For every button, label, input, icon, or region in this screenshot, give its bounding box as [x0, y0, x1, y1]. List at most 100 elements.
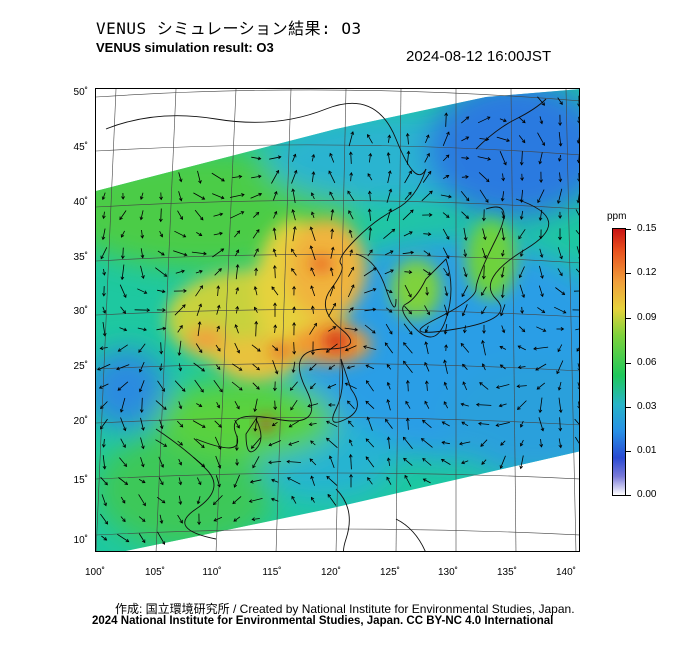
wind-vector [540, 439, 542, 447]
wind-vector-head [461, 460, 465, 465]
wind-vector [423, 478, 431, 484]
lat-label-15: 15˚ [73, 475, 88, 486]
wind-vector-head [424, 361, 428, 366]
wind-vector [253, 248, 259, 258]
colorbar-tickmark [626, 451, 631, 452]
wind-vector [293, 342, 295, 354]
wind-vector-head [346, 400, 351, 405]
lon-label-140: 140˚ [555, 567, 576, 578]
wind-vector [310, 245, 316, 261]
wind-vector-head [558, 178, 563, 183]
wind-vector-head [403, 342, 407, 346]
wind-vector [194, 379, 204, 393]
wind-vector-head [483, 236, 487, 241]
wind-vector [461, 285, 469, 297]
wind-vector-head [143, 290, 148, 294]
wind-vector-head [102, 465, 107, 470]
wind-vector [502, 173, 504, 181]
wind-vector-head [461, 293, 465, 298]
wind-vector-head [326, 420, 330, 425]
wind-vector [482, 247, 486, 259]
wind-vector [250, 479, 262, 483]
wind-vector [272, 421, 278, 427]
wind-vector [120, 516, 126, 522]
wind-vector-head [462, 363, 466, 368]
wind-vector-head [559, 255, 563, 260]
wind-vector-head [163, 406, 167, 410]
title-japanese: VENUS シミュレーション結果: O3 [96, 19, 362, 38]
wind-vector-head [461, 421, 465, 425]
wind-vector [460, 343, 470, 353]
wind-vector-head [101, 196, 106, 201]
wind-vector [535, 363, 547, 371]
wind-vector [501, 191, 505, 201]
wind-vector-head [388, 309, 393, 313]
wind-vector-head [117, 387, 122, 391]
wind-vector [461, 116, 469, 124]
wind-vector-head [540, 293, 544, 298]
wind-vector [518, 345, 526, 351]
wind-vector-head [506, 138, 510, 142]
wind-vector [385, 289, 393, 293]
wind-vector-head [101, 444, 106, 448]
wind-vector [558, 397, 562, 413]
wind-vector-head [217, 483, 221, 488]
wind-vector [214, 436, 222, 450]
wind-vector [310, 267, 316, 277]
wind-vector-head [310, 475, 314, 480]
wind-vector-head [368, 227, 373, 231]
wind-vector [461, 211, 469, 219]
wind-vector-head [538, 160, 543, 165]
wind-vector [367, 417, 373, 431]
wind-vector-head [310, 285, 314, 290]
wind-vector [537, 189, 545, 203]
wind-vector-head [389, 330, 393, 335]
wind-vector-head [199, 216, 204, 221]
wind-vector [481, 286, 487, 296]
wind-vector-head [141, 427, 145, 431]
wind-vector-head [255, 248, 259, 252]
lat-label-10: 10˚ [73, 535, 88, 546]
wind-vector-head [196, 500, 201, 505]
wind-vector [213, 213, 223, 217]
wind-vector-head [102, 215, 106, 220]
wind-vector [557, 188, 563, 204]
wind-vector-head [286, 459, 290, 464]
wind-vector-head [256, 386, 260, 390]
wind-vector-head [539, 235, 543, 240]
wind-vector-head [216, 325, 220, 330]
wind-vector-head [332, 302, 337, 307]
wind-vector-head [371, 330, 376, 334]
wind-vector-head [481, 339, 485, 344]
wind-vector [140, 265, 144, 279]
wind-vector [311, 476, 315, 486]
wind-vector-head [465, 116, 470, 120]
wind-vector [274, 265, 276, 279]
wind-vector-head [540, 275, 544, 279]
wind-vector [350, 152, 352, 164]
wind-vector [404, 191, 412, 201]
wind-vector-head [427, 252, 431, 256]
wind-vector-head [271, 478, 275, 483]
wind-vector [137, 327, 147, 331]
wind-vector [329, 455, 335, 469]
wind-vector-head [559, 101, 563, 106]
wind-vector [138, 343, 146, 353]
wind-vector [521, 189, 523, 203]
lat-label-50: 50˚ [73, 87, 88, 98]
wind-vector [232, 496, 242, 504]
wind-vector [216, 402, 220, 408]
wind-vector [500, 440, 506, 446]
wind-vector [518, 117, 526, 123]
colorbar-tick-label: 0.00 [637, 489, 657, 500]
wind-vector-head [387, 134, 392, 139]
wind-vector-head [367, 477, 371, 481]
wind-vector [230, 211, 244, 219]
wind-vector-head [577, 103, 579, 107]
wind-vector-head [521, 139, 526, 144]
wind-vector [192, 420, 206, 428]
wind-vector [236, 306, 238, 314]
wind-vector-head [183, 289, 187, 293]
wind-vector [311, 171, 315, 183]
lat-label-35: 35˚ [73, 252, 88, 263]
